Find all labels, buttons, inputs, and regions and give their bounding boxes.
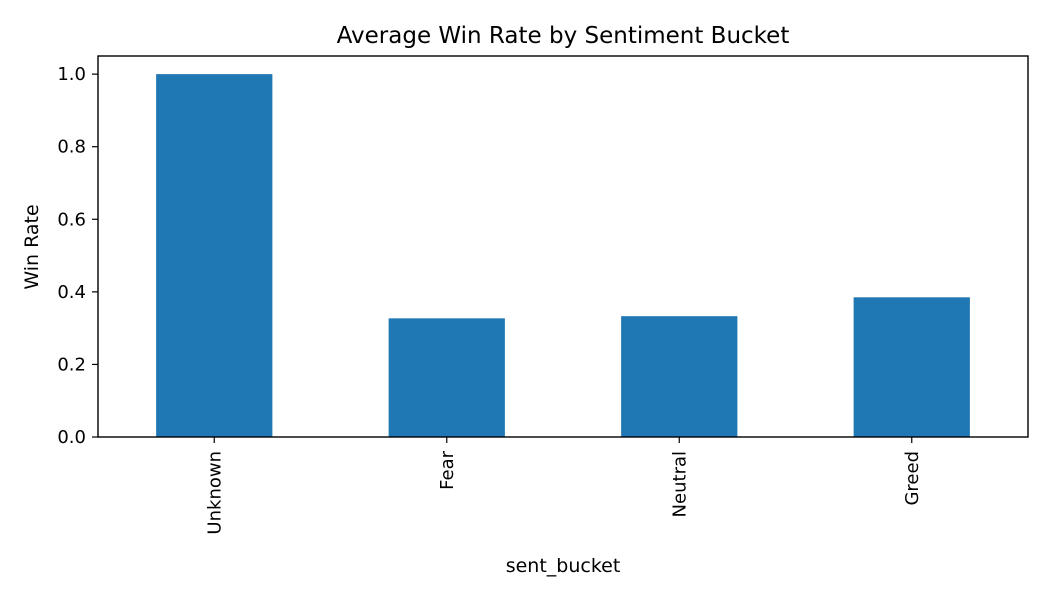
bar-fear (388, 318, 505, 437)
x-tick-label: Fear (437, 450, 458, 489)
y-tick-label: 1.0 (57, 64, 86, 85)
y-tick-label: 0.0 (57, 427, 86, 448)
y-axis-ticks: 0.0 0.2 0.4 0.6 0.8 1.0 (57, 64, 98, 448)
y-tick-label: 0.4 (57, 282, 86, 303)
x-tick-label: Unknown (204, 451, 225, 535)
bar-unknown (156, 74, 273, 437)
bar-neutral (621, 316, 738, 437)
x-axis-ticks: Unknown Fear Neutral Greed (204, 437, 923, 535)
bar-greed (853, 297, 970, 437)
y-tick-label: 0.8 (57, 137, 86, 158)
x-tick-label: Greed (902, 451, 923, 506)
plot-frame (97, 55, 1029, 438)
bars-group (156, 74, 970, 437)
chart-title: Average Win Rate by Sentiment Bucket (337, 23, 790, 49)
y-tick-label: 0.6 (57, 209, 86, 230)
y-tick-label: 0.2 (57, 354, 86, 375)
x-axis-label: sent_bucket (506, 555, 621, 577)
x-tick-label: Neutral (669, 451, 690, 517)
y-axis-label: Win Rate (21, 204, 43, 289)
